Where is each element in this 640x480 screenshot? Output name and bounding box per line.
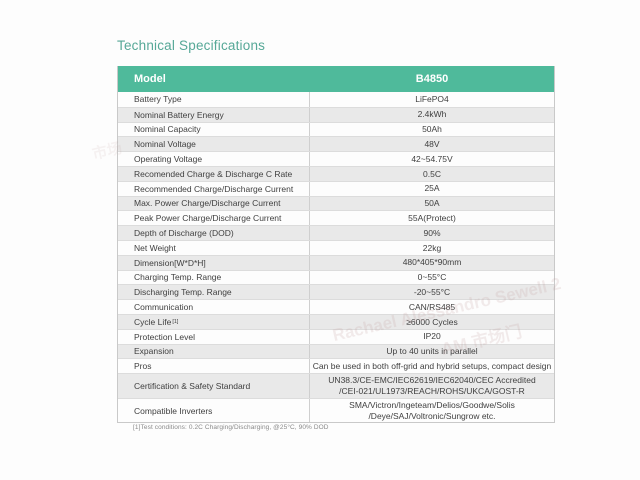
table-row: Protection Level IP20: [118, 328, 554, 344]
row-label: Protection Level: [118, 329, 310, 344]
row-label: Max. Power Charge/Discharge Current: [118, 196, 310, 211]
table-row: Nominal Battery Energy 2.4kWh: [118, 106, 554, 122]
row-label: Depth of Discharge (DOD): [118, 226, 310, 240]
table-row: Pros Can be used in both off-grid and hy…: [118, 358, 554, 374]
row-label: Recomended Charge & Discharge C Rate: [118, 166, 310, 181]
row-value: LiFePO4: [415, 94, 449, 105]
table-row: Nominal Voltage 48V: [118, 136, 554, 152]
table-row: Dimension[W*D*H] 480*405*90mm: [118, 254, 554, 270]
row-label: Cycle Life [1]: [118, 314, 310, 329]
table-header-model-number: B4850: [415, 73, 449, 85]
row-label: Expansion: [118, 344, 310, 359]
table-row: Operating Voltage 42~54.75V: [118, 151, 554, 166]
row-label: Nominal Voltage: [118, 137, 310, 152]
row-value: UN38.3/CE-EMC/IEC62619/IEC62040/CEC Accr…: [328, 375, 536, 396]
row-label: Compatible Inverters: [118, 398, 310, 423]
row-value: CAN/RS485: [408, 301, 456, 312]
table-row: Expansion Up to 40 units in parallel: [118, 343, 554, 359]
row-value: 42~54.75V: [411, 153, 453, 164]
row-label: Net Weight: [118, 240, 310, 255]
table-header-model: Model: [134, 73, 166, 85]
table-row: Charging Temp. Range 0~55°C: [118, 269, 554, 285]
table-row: Net Weight 22kg: [118, 239, 554, 255]
table-row: Certification & Safety Standard UN38.3/C…: [118, 373, 554, 398]
table-row: Battery Type LiFePO4: [118, 92, 554, 107]
table-row: Recommended Charge/Discharge Current 25A: [118, 180, 554, 196]
table-row: Compatible Inverters SMA/Victron/Ingetea…: [118, 397, 554, 423]
table-row: Peak Power Charge/Discharge Current 55A(…: [118, 210, 554, 226]
row-value: 50Ah: [422, 124, 442, 135]
row-label: Battery Type: [118, 92, 310, 107]
table-row: Communication CAN/RS485: [118, 299, 554, 314]
row-label: Discharging Temp. Range: [118, 285, 310, 300]
row-label: Certification & Safety Standard: [118, 374, 310, 398]
row-value: -20~55°C: [413, 287, 451, 297]
row-value: 22kg: [422, 242, 442, 253]
row-value: Up to 40 units in parallel: [386, 346, 478, 357]
row-value: 90%: [423, 227, 441, 238]
row-value: 0~55°C: [417, 272, 447, 283]
row-value: SMA/Victron/Ingeteam/Delios/Goodwe/Solis…: [349, 400, 515, 421]
table-header-row: Model B4850: [118, 66, 554, 92]
row-label: Recommended Charge/Discharge Current: [118, 181, 310, 196]
row-label: Charging Temp. Range: [118, 270, 310, 285]
row-value: 480*405*90mm: [402, 257, 462, 268]
row-value: 0.5C: [423, 168, 441, 179]
table-row: Recomended Charge & Discharge C Rate 0.5…: [118, 165, 554, 181]
page-title: Technical Specifications: [117, 38, 266, 53]
spec-table-body: Battery Type LiFePO4 Nominal Battery Ene…: [118, 92, 554, 423]
row-label: Dimension[W*D*H]: [118, 255, 310, 270]
row-value: Can be used in both off-grid and hybrid …: [312, 360, 552, 371]
table-row: Max. Power Charge/Discharge Current 50A: [118, 195, 554, 211]
table-row: Depth of Discharge (DOD) 90%: [118, 225, 554, 240]
table-row: Nominal Capacity 50Ah: [118, 121, 554, 137]
row-value: 55A(Protect): [408, 213, 456, 224]
row-label: Pros: [118, 359, 310, 374]
row-value: ≥6000 Cycles: [406, 316, 458, 327]
row-value: IP20: [423, 331, 441, 342]
table-row: Discharging Temp. Range -20~55°C: [118, 284, 554, 300]
row-label: Nominal Capacity: [118, 122, 310, 137]
row-label: Operating Voltage: [118, 152, 310, 166]
row-value: 2.4kWh: [417, 109, 447, 120]
spec-table: Model B4850 Battery Type LiFePO4 Nominal…: [117, 66, 555, 424]
row-label: Communication: [118, 300, 310, 314]
table-row: Cycle Life [1] ≥6000 Cycles: [118, 313, 554, 329]
footnote: [1]Test conditions: 0.2C Charging/Discha…: [133, 424, 329, 431]
row-label: Peak Power Charge/Discharge Current: [118, 211, 310, 226]
row-label: Nominal Battery Energy: [118, 107, 310, 122]
row-value: 25A: [424, 183, 440, 194]
row-value: 50A: [424, 198, 440, 209]
row-value: 48V: [424, 139, 440, 150]
